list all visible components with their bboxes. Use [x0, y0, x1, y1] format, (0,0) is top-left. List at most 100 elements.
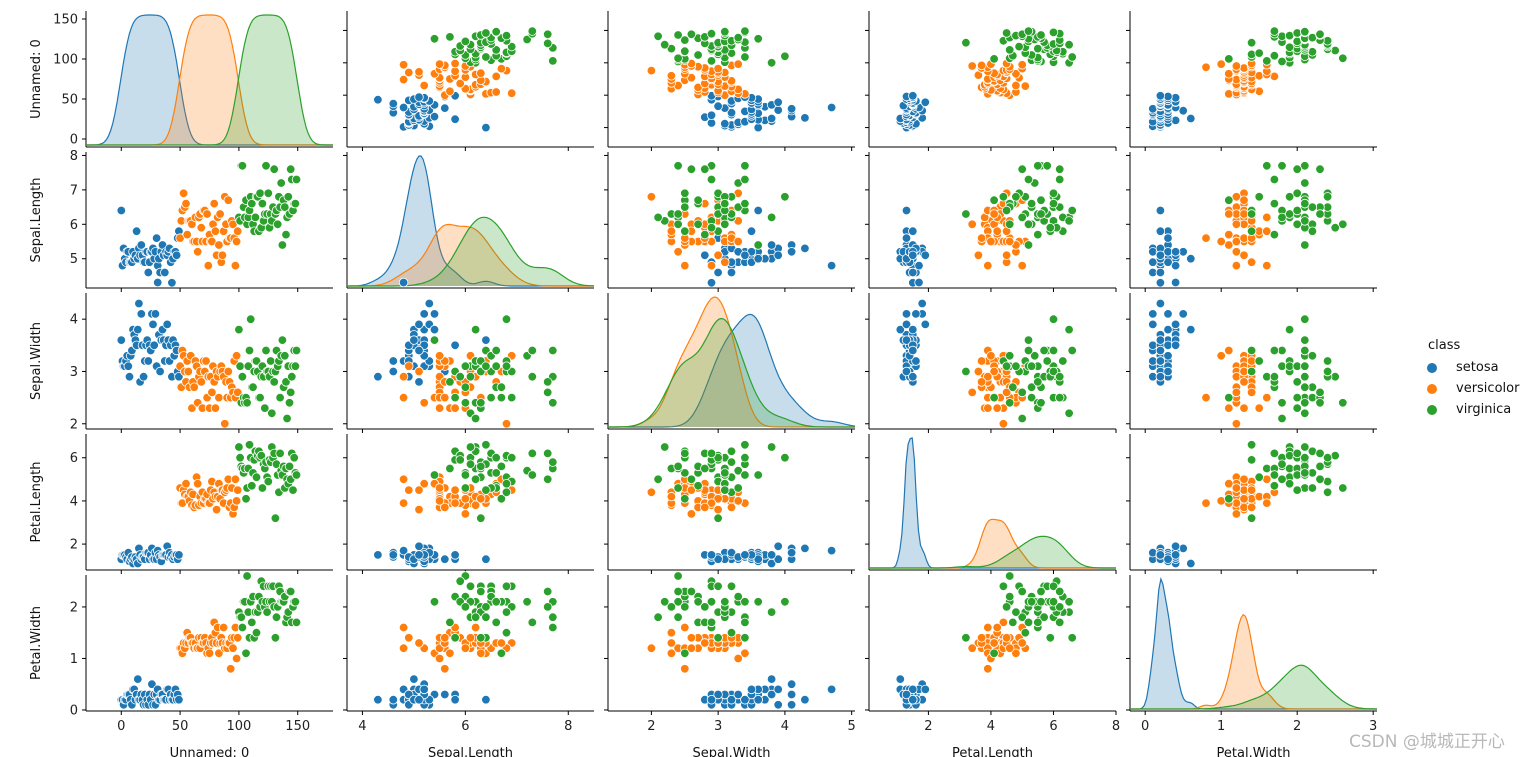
- point-versicolor: [1231, 483, 1242, 493]
- point-virginica: [1300, 442, 1310, 452]
- point-virginica: [1284, 324, 1295, 335]
- point-setosa: [800, 113, 810, 123]
- point-virginica: [700, 164, 710, 174]
- point-setosa: [1186, 558, 1196, 569]
- point-virginica: [269, 164, 279, 174]
- point-virginica: [496, 392, 507, 403]
- point-virginica: [998, 192, 1009, 202]
- point-virginica: [235, 453, 245, 463]
- point-virginica: [476, 461, 486, 472]
- point-virginica: [1045, 633, 1056, 643]
- point-setosa: [1170, 277, 1181, 288]
- point-versicolor: [419, 398, 429, 408]
- point-virginica: [1023, 26, 1034, 36]
- point-virginica: [460, 382, 471, 392]
- point-virginica: [706, 448, 717, 459]
- point-setosa: [131, 226, 142, 236]
- point-versicolor: [231, 236, 242, 247]
- point-versicolor: [1246, 485, 1257, 495]
- point-virginica: [250, 212, 261, 223]
- point-virginica: [989, 648, 999, 659]
- point-virginica: [481, 28, 491, 38]
- point-setosa: [1186, 113, 1196, 124]
- point-virginica: [1005, 398, 1015, 408]
- point-versicolor: [666, 226, 677, 236]
- point-versicolor: [434, 653, 445, 664]
- point-virginica: [465, 442, 476, 452]
- point-virginica: [1300, 27, 1310, 37]
- point-virginica: [673, 612, 683, 622]
- point-virginica: [1023, 174, 1034, 185]
- panel-r0-c1: [343, 11, 594, 151]
- point-setosa: [773, 684, 783, 695]
- point-virginica: [280, 351, 290, 361]
- point-setosa: [920, 97, 931, 108]
- point-versicolor: [178, 188, 189, 199]
- legend-marker-versicolor: [1426, 382, 1438, 395]
- point-virginica: [1300, 361, 1310, 371]
- point-virginica: [1017, 164, 1027, 174]
- point-setosa: [753, 254, 763, 264]
- point-setosa: [908, 324, 918, 335]
- point-setosa: [726, 267, 737, 278]
- point-virginica: [548, 56, 558, 66]
- legend-label-setosa: setosa: [1456, 360, 1499, 375]
- point-virginica: [653, 612, 663, 622]
- point-versicolor: [989, 638, 999, 648]
- point-virginica: [766, 607, 777, 617]
- point-virginica: [476, 586, 486, 597]
- point-versicolor: [1239, 403, 1249, 413]
- point-setosa: [901, 233, 912, 243]
- point-virginica: [1300, 398, 1310, 408]
- panel-r2-c1: [343, 277, 594, 433]
- point-virginica: [1246, 345, 1257, 356]
- point-virginica: [1322, 192, 1333, 202]
- kde-fill-versicolor: [347, 224, 594, 286]
- point-virginica: [275, 448, 285, 459]
- point-versicolor: [202, 209, 212, 219]
- point-virginica: [481, 485, 491, 495]
- point-versicolor: [217, 250, 228, 261]
- point-versicolor: [713, 504, 723, 515]
- point-virginica: [455, 576, 465, 586]
- point-setosa: [766, 113, 777, 124]
- panel-r4-c0: [82, 571, 333, 715]
- point-setosa: [800, 243, 810, 254]
- point-virginica: [460, 398, 471, 408]
- point-setosa: [920, 319, 931, 330]
- legend-marker-virginica: [1426, 403, 1438, 416]
- point-setosa: [440, 554, 450, 564]
- point-virginica: [1048, 198, 1059, 209]
- point-virginica: [491, 468, 501, 478]
- point-setosa: [1163, 309, 1173, 319]
- point-setosa: [429, 111, 440, 122]
- point-virginica: [766, 58, 777, 68]
- panel-r0-c2: [604, 11, 855, 151]
- point-virginica: [429, 34, 440, 44]
- panel-r3-c3: [865, 434, 1117, 574]
- point-versicolor: [976, 356, 987, 366]
- point-versicolor: [976, 60, 987, 71]
- point-setosa: [746, 226, 757, 236]
- point-virginica: [445, 377, 455, 387]
- point-virginica: [1036, 597, 1046, 607]
- point-virginica: [450, 392, 460, 403]
- point-virginica: [481, 602, 491, 612]
- point-versicolor: [998, 419, 1009, 429]
- point-setosa: [450, 114, 460, 124]
- point-virginica: [1246, 49, 1257, 60]
- point-virginica: [460, 483, 471, 493]
- point-virginica: [1023, 345, 1034, 356]
- point-virginica: [275, 392, 285, 403]
- point-virginica: [1001, 602, 1012, 612]
- point-virginica: [989, 195, 999, 205]
- point-versicolor: [445, 86, 455, 97]
- point-virginica: [1036, 209, 1046, 219]
- point-versicolor: [491, 87, 501, 97]
- point-versicolor: [666, 491, 677, 502]
- point-setosa: [174, 550, 184, 560]
- point-versicolor: [450, 58, 460, 69]
- point-virginica: [429, 597, 440, 607]
- point-virginica: [1300, 408, 1310, 419]
- y-tick-label: 7: [70, 183, 78, 198]
